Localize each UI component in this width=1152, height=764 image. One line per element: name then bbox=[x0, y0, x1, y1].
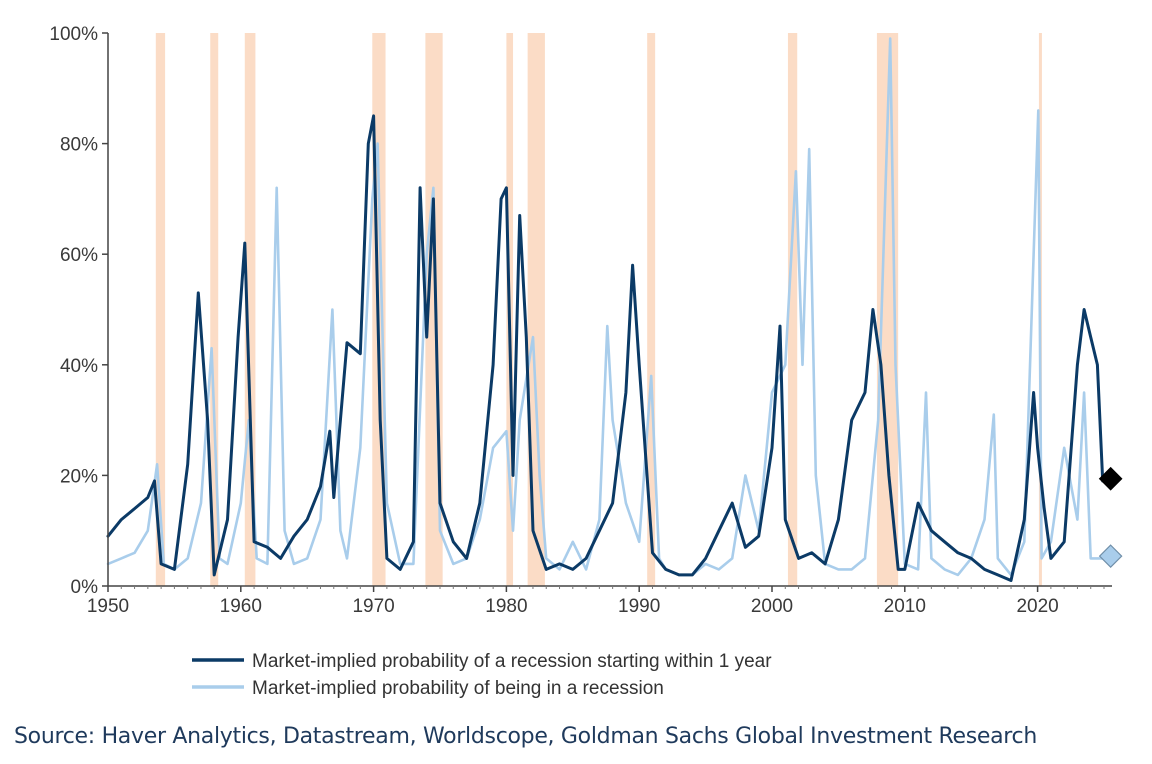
endpoint-marker-layer bbox=[1098, 466, 1123, 568]
y-tick-label: 60% bbox=[60, 245, 98, 266]
recession-band-6 bbox=[527, 33, 545, 586]
legend: Market-implied probability of a recessio… bbox=[192, 651, 772, 699]
series-line-in-recession bbox=[106, 37, 1104, 577]
x-tick-label: 2000 bbox=[751, 596, 793, 617]
x-tick-label: 1960 bbox=[220, 596, 262, 617]
y-tick-label: 0% bbox=[71, 577, 99, 598]
endpoint-marker-recession-start bbox=[1098, 466, 1123, 491]
tick-layer: 0% 20% 40% 60% 80% 100% 1950 1960 1970 1980 1990 20… bbox=[49, 24, 1105, 617]
recession-band-7 bbox=[647, 33, 656, 586]
axes-layer bbox=[107, 33, 1112, 587]
y-tick-label: 40% bbox=[60, 356, 98, 377]
x-tick-label: 2020 bbox=[1016, 596, 1058, 617]
x-tick-label: 1990 bbox=[618, 596, 660, 617]
recession-band-8 bbox=[787, 33, 798, 586]
recession-band-0 bbox=[155, 33, 166, 586]
y-tick-label: 80% bbox=[60, 135, 98, 156]
series-line-recession-start bbox=[106, 114, 1105, 582]
endpoint-marker-in-recession bbox=[1098, 544, 1123, 568]
legend-label-in: Market-implied probability of being in a… bbox=[252, 678, 664, 699]
recession-band-2 bbox=[244, 33, 256, 586]
x-tick-label: 1980 bbox=[485, 596, 527, 617]
x-tick-label: 1970 bbox=[352, 596, 394, 617]
y-tick-label: 20% bbox=[60, 466, 98, 487]
x-tick-label: 2010 bbox=[884, 596, 926, 617]
legend-label-start: Market-implied probability of a recessio… bbox=[252, 651, 772, 672]
x-tick-label: 1950 bbox=[87, 596, 129, 617]
source-note: Source: Haver Analytics, Datastream, Wor… bbox=[14, 724, 1037, 749]
series-layer bbox=[106, 37, 1105, 582]
y-tick-label: 100% bbox=[49, 24, 98, 45]
recession-band-1 bbox=[210, 33, 219, 586]
